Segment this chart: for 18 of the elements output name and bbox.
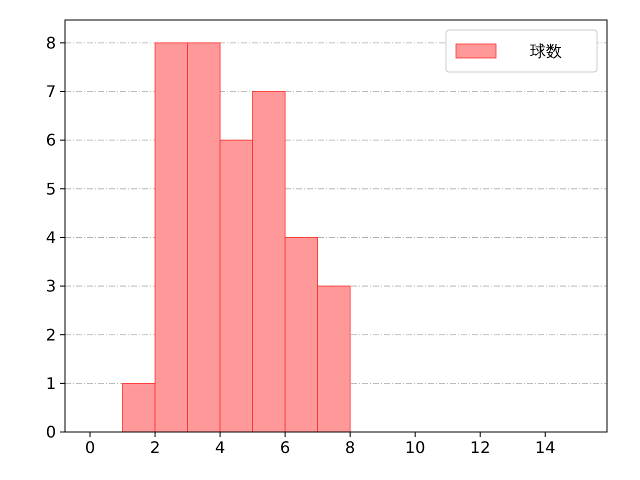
x-tick-label: 0: [84, 438, 96, 457]
legend-label: 球数: [530, 42, 562, 61]
y-tick-label: 1: [46, 374, 56, 393]
y-tick-label: 6: [46, 130, 56, 150]
x-tick-label: 12: [470, 438, 490, 457]
x-tick-label: 14: [535, 438, 556, 457]
y-tick-label: 8: [46, 33, 56, 52]
y-tick-label: 7: [46, 82, 56, 102]
x-tick-label: 10: [404, 438, 426, 457]
x-tick-label: 4: [214, 438, 226, 457]
y-tick-label: 2: [46, 325, 56, 344]
y-tick-label: 5: [46, 179, 56, 198]
x-tick-label: 8: [345, 438, 356, 457]
x-tick-label: 6: [280, 438, 290, 457]
y-tick-label: 3: [46, 276, 56, 296]
y-tick-label: 0: [46, 422, 56, 442]
y-tick-label: 4: [46, 228, 56, 248]
x-tick-label: 2: [150, 438, 160, 457]
